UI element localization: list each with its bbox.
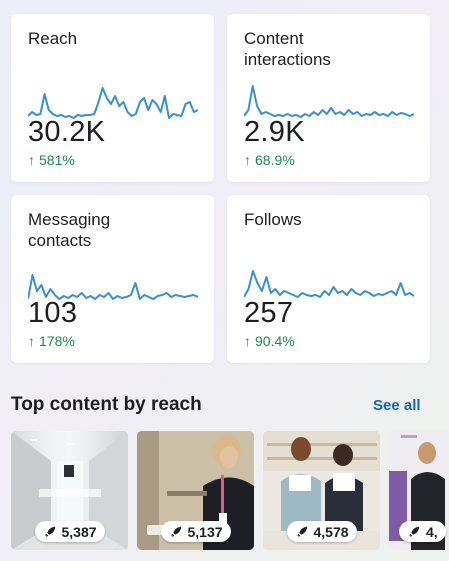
card-title: Follows bbox=[244, 210, 302, 229]
change-value: 68.9% bbox=[255, 152, 295, 168]
follows-card[interactable]: Follows 257 ↑ 90.4% bbox=[227, 195, 430, 363]
sparkline-path bbox=[244, 270, 414, 298]
reach-value: 4, bbox=[426, 523, 438, 540]
card-title: Content interactions bbox=[244, 29, 331, 69]
follows-sparkline bbox=[244, 270, 414, 298]
card-title: Reach bbox=[28, 29, 78, 48]
rocket-icon bbox=[296, 526, 307, 537]
reach-value: 5,387 bbox=[61, 523, 97, 540]
content-thumbnail[interactable]: 5,137 bbox=[137, 431, 254, 550]
see-all-link[interactable]: See all bbox=[373, 397, 421, 414]
sparkline-path bbox=[28, 274, 198, 300]
change-value: 178% bbox=[39, 333, 75, 349]
rocket-icon bbox=[408, 526, 420, 537]
card-change: ↑ 581% bbox=[28, 152, 75, 169]
card-value: 30.2K bbox=[28, 116, 106, 148]
sparkline-path bbox=[28, 87, 198, 119]
card-value: 2.9K bbox=[244, 116, 305, 148]
up-arrow-icon: ↑ bbox=[28, 152, 35, 168]
up-arrow-icon: ↑ bbox=[244, 152, 251, 168]
card-change: ↑ 68.9% bbox=[244, 152, 295, 169]
change-value: 581% bbox=[39, 152, 75, 168]
reach-badge: 4,578 bbox=[286, 521, 357, 542]
reach-badge: 4, bbox=[399, 521, 446, 542]
content-interactions-sparkline bbox=[244, 85, 414, 118]
up-arrow-icon: ↑ bbox=[28, 333, 35, 349]
messaging-contacts-sparkline bbox=[28, 274, 198, 300]
messaging-contacts-card[interactable]: Messaging contacts 103 ↑ 178% bbox=[11, 195, 214, 363]
rocket-icon bbox=[170, 526, 181, 537]
card-value: 103 bbox=[28, 297, 78, 329]
reach-badge: 5,137 bbox=[160, 521, 231, 542]
content-thumbnail[interactable]: 5,387 bbox=[11, 431, 128, 550]
reach-value: 5,137 bbox=[187, 523, 223, 540]
sparkline-path bbox=[244, 85, 414, 118]
card-value: 257 bbox=[244, 297, 294, 329]
content-thumbnail[interactable]: 4,578 bbox=[263, 431, 380, 550]
rocket-icon bbox=[44, 526, 55, 537]
reach-value: 4,578 bbox=[313, 523, 349, 540]
section-title: Top content by reach bbox=[11, 394, 202, 415]
content-interactions-card[interactable]: Content interactions 2.9K ↑ 68.9% bbox=[227, 14, 430, 182]
reach-sparkline bbox=[28, 87, 198, 119]
card-change: ↑ 178% bbox=[28, 333, 75, 350]
content-thumbnail[interactable]: 4, bbox=[389, 431, 449, 550]
hallway-image bbox=[11, 431, 128, 550]
reach-badge: 5,387 bbox=[34, 521, 105, 542]
change-value: 90.4% bbox=[255, 333, 295, 349]
up-arrow-icon: ↑ bbox=[244, 333, 251, 349]
card-title: Messaging contacts bbox=[28, 210, 111, 250]
card-change: ↑ 90.4% bbox=[244, 333, 295, 350]
reach-card[interactable]: Reach 30.2K ↑ 581% bbox=[11, 14, 214, 182]
